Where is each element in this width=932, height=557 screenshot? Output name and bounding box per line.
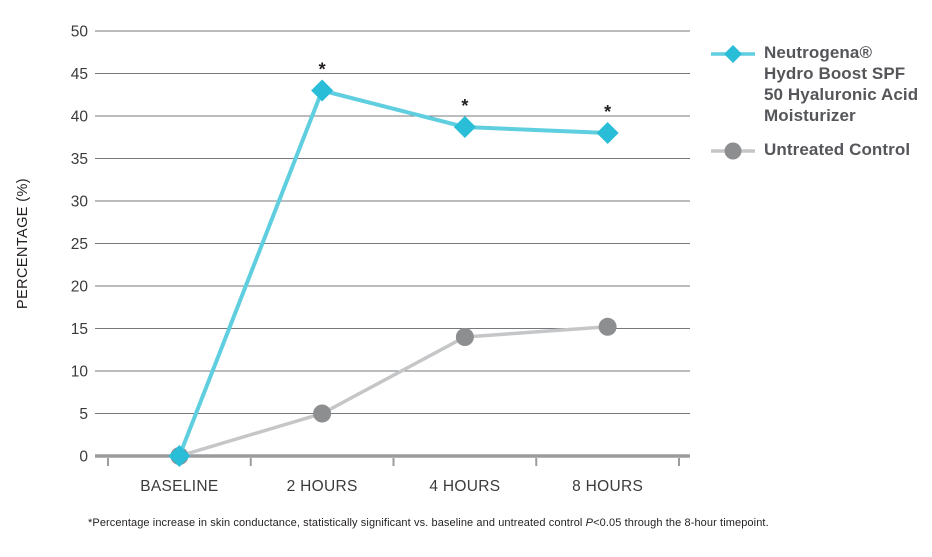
x-tick-label: 8 HOURS [572,478,643,495]
data-point-circle [313,404,332,423]
series-line-neutrogena [177,88,608,457]
y-tick-label: 30 [71,194,89,211]
y-tick-label: 15 [71,321,88,338]
y-tick-label: 0 [79,449,88,466]
footnote-text: *Percentage increase in skin conductance… [88,517,586,529]
y-tick-label: 10 [71,364,89,381]
legend-item-untreated-control: Untreated Control [711,139,926,162]
data-point-circle [598,317,617,336]
footnote: *Percentage increase in skin conductance… [88,517,769,529]
x-tick-label: BASELINE [140,478,218,495]
significance-asterisk: * [319,60,326,80]
legend-label-neutrogena: Neutrogena® Hydro Boost SPF 50 Hyaluroni… [764,43,919,126]
y-tick-label: 5 [79,406,88,423]
x-tick-label: 4 HOURS [429,478,500,495]
data-point-circle [455,328,474,346]
legend-label-untreated-control: Untreated Control [764,140,911,160]
data-point-diamond [311,79,334,102]
footnote-text-tail: <0.05 through the 8-hour timepoint. [593,517,769,529]
y-tick-label: 35 [71,151,88,168]
legend-circle-glyph [724,142,742,160]
footnote-italic-p: P [585,517,594,529]
legend-diamond-glyph [724,45,742,63]
y-tick-label: 45 [71,66,88,83]
significance-asterisk: * [461,96,468,116]
significance-asterisk: * [604,102,611,122]
legend-item-neutrogena: Neutrogena® Hydro Boost SPF 50 Hyaluroni… [711,42,926,126]
data-point-diamond [453,116,476,139]
y-tick-label: 40 [71,109,89,126]
x-tick-label: 2 HOURS [287,478,358,495]
legend-diamond-marker-icon [711,45,755,63]
legend-circle-marker-icon [711,142,755,160]
y-tick-label: 50 [71,24,89,41]
y-axis-title: PERCENTAGE (%) [15,178,31,309]
series-line-untreated-control [178,325,608,458]
y-tick-label: 20 [71,279,89,296]
legend: Neutrogena® Hydro Boost SPF 50 Hyaluroni… [711,42,926,162]
data-point-diamond [596,122,619,144]
data-point-diamond [168,445,191,467]
y-tick-label: 25 [71,236,88,253]
chart-canvas: 0 5 10 15 20 25 30 35 40 45 50 BASELINE 2 HOURS 4 HOU… [15,24,690,495]
